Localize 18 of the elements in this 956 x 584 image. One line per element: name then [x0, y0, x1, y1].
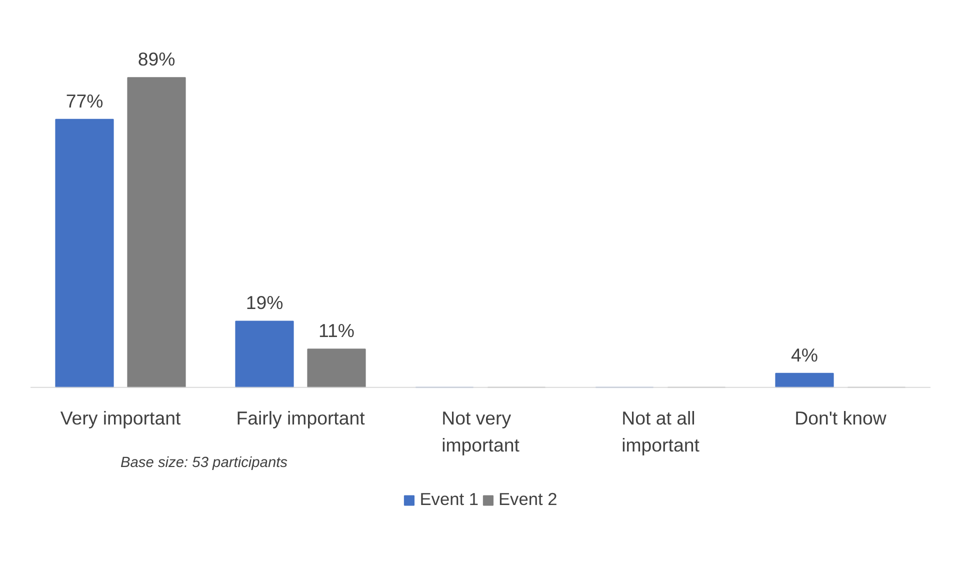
data-label: 11% — [318, 320, 354, 342]
data-label: 19% — [246, 292, 284, 314]
bar — [235, 320, 294, 388]
x-tick-label: Not at all important — [622, 407, 700, 456]
bar — [775, 372, 834, 388]
x-tick-label: Don't know — [794, 407, 887, 428]
bar — [55, 118, 114, 388]
bar — [307, 348, 366, 388]
x-tick-label: Not very important — [442, 407, 520, 456]
legend-label: Event 1 — [420, 489, 478, 510]
bar — [127, 77, 186, 388]
data-label: 4% — [791, 344, 818, 366]
data-label: 77% — [66, 90, 104, 112]
data-label: 89% — [138, 48, 176, 70]
x-tick-label: Very important — [60, 407, 182, 428]
x-tick-label: Fairly important — [236, 407, 366, 428]
legend-label: Event 2 — [498, 489, 558, 510]
text: Base size: 53 participants — [120, 454, 288, 471]
